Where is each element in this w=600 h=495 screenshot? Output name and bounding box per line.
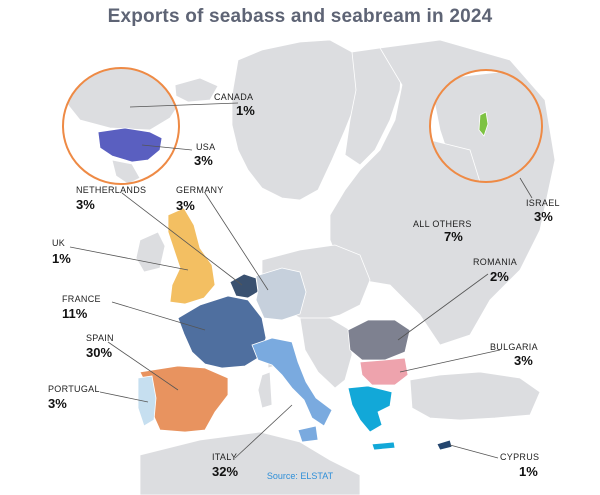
leader-uk	[69, 246, 189, 271]
leader-italy	[234, 404, 293, 459]
cyprus-shape	[436, 439, 453, 451]
label-romania: ROMANIA	[473, 257, 518, 267]
share-germany: 3%	[176, 198, 195, 213]
crete-shape	[371, 441, 396, 451]
portugal-shape	[137, 375, 157, 427]
usa-shape	[97, 127, 163, 163]
label-canada: CANADA	[214, 92, 254, 102]
label-france: FRANCE	[62, 294, 101, 304]
map-title: Exports of seabass and seabream in 2024	[107, 6, 493, 27]
inset-north-america	[62, 67, 180, 185]
leader-romania	[397, 273, 489, 341]
leader-germany	[204, 192, 269, 291]
label-portugal: PORTUGAL	[48, 384, 100, 394]
share-spain: 30%	[86, 345, 113, 360]
label-spain: SPAIN	[86, 333, 114, 343]
leader-spain	[107, 341, 179, 391]
inset-middle-east	[429, 69, 543, 183]
leader-netherlands	[121, 192, 243, 286]
share-netherlands: 3%	[76, 197, 95, 212]
leader-portugal	[99, 391, 149, 403]
label-israel: ISRAEL	[526, 198, 560, 208]
leader-cyprus	[449, 444, 499, 459]
italy-shape	[251, 337, 333, 427]
share-france: 11%	[62, 306, 88, 321]
label-usa: USA	[196, 142, 216, 152]
share-portugal: 3%	[48, 396, 67, 411]
share-israel: 3%	[534, 209, 553, 224]
share-canada: 1%	[236, 103, 255, 118]
label-uk: UK	[52, 238, 66, 248]
label-netherlands: NETHERLANDS	[76, 185, 147, 195]
share-bulgaria: 3%	[514, 353, 533, 368]
share-usa: 3%	[194, 153, 213, 168]
leader-israel	[519, 177, 533, 199]
israel-shape	[478, 111, 489, 137]
leader-usa	[141, 144, 193, 151]
germany-shape	[255, 267, 307, 321]
label-bulgaria: BULGARIA	[490, 342, 538, 352]
label-italy: ITALY	[212, 452, 238, 462]
share-romania: 2%	[490, 269, 509, 284]
source-note: Source: ELSTAT	[266, 471, 334, 481]
share-italy: 32%	[212, 464, 239, 479]
label-cyprus: CYPRUS	[500, 452, 540, 462]
leader-bulgaria	[399, 349, 501, 373]
uk-shape	[167, 207, 216, 305]
sicily-shape	[297, 425, 319, 443]
france-shape	[177, 295, 267, 369]
leader-canada	[129, 102, 239, 108]
label-all-others: ALL OTHERS	[413, 219, 472, 229]
bulgaria-shape	[359, 357, 409, 386]
romania-shape	[347, 319, 411, 361]
greece-shape	[347, 385, 393, 433]
label-germany: GERMANY	[176, 185, 224, 195]
leader-france	[111, 301, 206, 331]
share-cyprus: 1%	[519, 464, 538, 479]
leader-lines	[69, 102, 533, 459]
share-all-others: 7%	[444, 229, 463, 244]
share-uk: 1%	[52, 251, 71, 266]
netherlands-shape	[229, 273, 259, 299]
